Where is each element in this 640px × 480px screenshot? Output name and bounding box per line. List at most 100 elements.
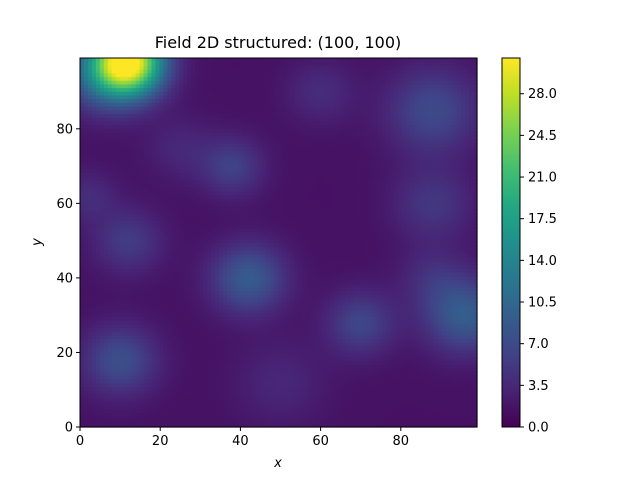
heatmap-cell [389, 349, 395, 354]
heatmap-cell [139, 390, 145, 395]
heatmap-cell [298, 249, 303, 255]
heatmap-cell [207, 415, 212, 421]
heatmap-cell [286, 272, 292, 277]
heatmap-cell [282, 308, 288, 314]
heatmap-cell [218, 408, 224, 413]
heatmap-cell [242, 286, 248, 292]
heatmap-cell [131, 323, 137, 328]
heatmap-cell [310, 283, 315, 288]
heatmap-cell [250, 331, 256, 336]
heatmap-cell [302, 246, 307, 251]
heatmap-cell [234, 272, 240, 277]
heatmap-cell [80, 360, 85, 365]
heatmap-cell [417, 279, 423, 284]
heatmap-cell [155, 246, 160, 251]
heatmap-cell [345, 279, 351, 284]
heatmap-cell [211, 382, 216, 388]
heatmap-cell [453, 415, 458, 421]
heatmap-cell [286, 305, 292, 310]
heatmap-cell [393, 375, 399, 380]
heatmap-cell [437, 342, 442, 347]
heatmap-cell [211, 371, 216, 376]
heatmap-cell [401, 334, 407, 340]
heatmap-cell [99, 419, 105, 424]
heatmap-cell [203, 249, 208, 255]
heatmap-cell [381, 253, 387, 258]
heatmap-cell [262, 334, 268, 340]
heatmap-cell [469, 279, 474, 284]
heatmap-cell [397, 423, 403, 428]
heatmap-cell [441, 297, 446, 303]
heatmap-cell [238, 375, 244, 380]
heatmap-cell [290, 342, 295, 347]
heatmap-cell [453, 375, 458, 380]
heatmap-cell [385, 246, 391, 251]
heatmap-cell [310, 264, 315, 269]
heatmap-cell [127, 423, 133, 428]
heatmap-cell [298, 342, 303, 347]
heatmap-cell [449, 249, 454, 255]
heatmap-cell [369, 305, 375, 310]
heatmap-cell [167, 331, 172, 336]
heatmap-cell [465, 345, 470, 351]
heatmap-cell [103, 305, 109, 310]
heatmap-cell [139, 249, 145, 255]
heatmap-cell [270, 331, 276, 336]
heatmap-cell [441, 353, 446, 358]
heatmap-cell [453, 367, 458, 373]
heatmap-cell [282, 338, 288, 343]
heatmap-cell [127, 316, 133, 321]
heatmap-cell [246, 338, 252, 343]
heatmap-cell [318, 390, 323, 395]
heatmap-cell [147, 264, 153, 269]
heatmap-cell [345, 249, 351, 255]
heatmap-cell [195, 338, 200, 343]
heatmap-cell [175, 390, 180, 395]
heatmap-cell [310, 356, 315, 362]
heatmap-cell [107, 386, 113, 391]
heatmap-cell [258, 379, 264, 384]
heatmap-cell [361, 423, 367, 428]
heatmap-cell [258, 382, 264, 388]
heatmap-cell [123, 375, 129, 380]
heatmap-cell [246, 382, 252, 388]
heatmap-cell [413, 353, 419, 358]
heatmap-cell [222, 283, 228, 288]
heatmap-cell [143, 419, 149, 424]
heatmap-cell [159, 379, 164, 384]
heatmap-cell [151, 379, 157, 384]
heatmap-cell [381, 294, 387, 299]
heatmap-cell [155, 379, 160, 384]
heatmap-cell [207, 353, 212, 358]
heatmap-cell [191, 404, 196, 410]
heatmap-cell [357, 375, 363, 380]
heatmap-cell [199, 257, 204, 262]
heatmap-cell [353, 342, 359, 347]
heatmap-cell [207, 397, 212, 402]
heatmap-cell [147, 371, 153, 376]
heatmap-cell [143, 319, 149, 325]
heatmap-cell [238, 382, 244, 388]
heatmap-cell [218, 316, 224, 321]
heatmap-cell [330, 415, 335, 421]
heatmap-cell [218, 375, 224, 380]
heatmap-cell [473, 275, 478, 280]
heatmap-cell [207, 356, 212, 362]
heatmap-cell [425, 393, 430, 399]
heatmap-cell [425, 412, 430, 417]
heatmap-cell [357, 297, 363, 303]
heatmap-cell [115, 294, 121, 299]
heatmap-cell [393, 379, 399, 384]
heatmap-cell [381, 382, 387, 388]
heatmap-cell [314, 371, 319, 376]
heatmap-cell [179, 390, 184, 395]
heatmap-cell [445, 319, 450, 325]
heatmap-cell [425, 397, 430, 402]
heatmap-cell [242, 415, 248, 421]
heatmap-cell [139, 412, 145, 417]
heatmap-cell [381, 272, 387, 277]
heatmap-cell [262, 419, 268, 424]
heatmap-cell [211, 397, 216, 402]
heatmap-cell [342, 316, 347, 321]
heatmap-cell [151, 260, 157, 266]
